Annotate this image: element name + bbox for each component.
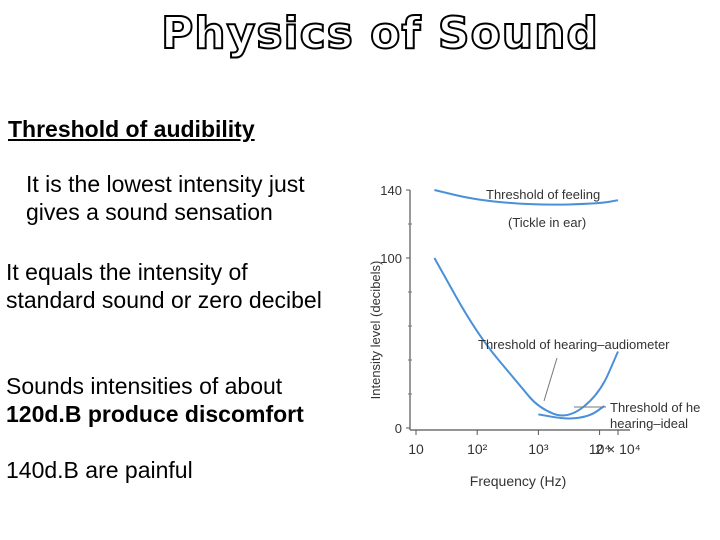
x-axis-label: Frequency (Hz) (470, 473, 566, 489)
paragraph-discomfort-bold: 120d.B produce discomfort (6, 401, 304, 427)
y-tick-label: 100 (380, 251, 402, 266)
chart-labels: Threshold of feeling (Tickle in ear) Thres… (478, 187, 700, 431)
label-threshold-feeling: Threshold of feeling (486, 187, 600, 202)
paragraph-definition: It is the lowest intensity just gives a … (26, 171, 305, 225)
series-line-2 (538, 405, 606, 420)
x-tick-label: 2 × 10⁴ (595, 441, 640, 457)
label-threshold-audiometer: Threshold of hearing–audiometer (478, 337, 670, 352)
series-line-0 (434, 189, 619, 206)
label-tickle: (Tickle in ear) (508, 215, 586, 230)
x-tick-label: 10⁴ (589, 441, 611, 457)
paragraph-painful: 140d.B are painful (6, 457, 193, 483)
pointer-audiometer (543, 357, 558, 402)
paragraph-zero-decibel: It equals the intensity of standard soun… (6, 259, 322, 313)
y-axis-label: Intensity level (decibels) (368, 261, 383, 400)
x-tick-label: 10² (467, 441, 488, 457)
paragraph-discomfort-text: Sounds intensities of about (6, 373, 283, 399)
x-tick-label: 10 (408, 441, 424, 457)
y-tick-label: 0 (395, 421, 402, 436)
y-tick-label: 140 (380, 183, 402, 198)
label-threshold-ideal-2: hearing–ideal (610, 416, 688, 431)
slide-title: Physics of Sound (160, 7, 599, 60)
x-tick-label: 10³ (528, 441, 549, 457)
chart-axes (409, 190, 630, 431)
label-threshold-ideal: Threshold of hearing (610, 400, 700, 415)
slide-subtitle: Threshold of audibility (8, 116, 255, 142)
paragraph-discomfort: Sounds intensities of about 120d.B produ… (6, 372, 356, 428)
